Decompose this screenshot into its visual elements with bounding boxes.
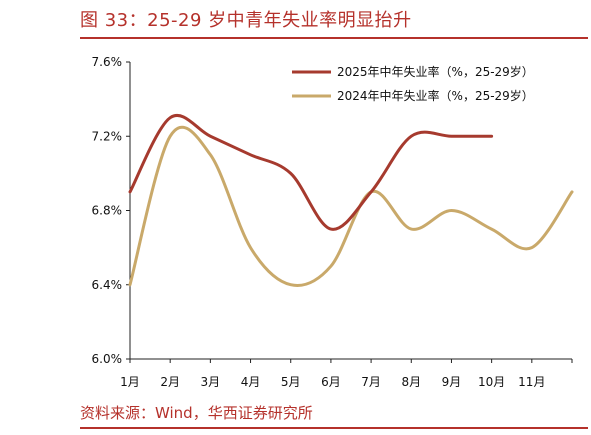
x-tick-label: 5月 <box>281 375 301 389</box>
y-tick-label: 6.8% <box>92 204 123 218</box>
x-tick-label: 1月 <box>120 375 140 389</box>
series-layer <box>128 114 574 287</box>
chart-axes: 6.0% 6.4% 6.8% 7.2% 7.6% 1月 2月 3月 4月 5月 6月 7月 8月 9月 10… <box>92 55 573 389</box>
x-tick-label: 9月 <box>442 375 462 389</box>
y-tick-label: 6.0% <box>92 352 123 366</box>
x-tick-label: 8月 <box>401 375 421 389</box>
x-tick-label: 4月 <box>241 375 261 389</box>
y-tick-label: 6.4% <box>92 278 123 292</box>
series-2025-line <box>128 114 494 231</box>
legend-label: 2024年中年失业率（%，25-29岁） <box>337 88 534 103</box>
x-tick-label: 7月 <box>361 375 381 389</box>
x-tick-label: 10月 <box>478 375 505 389</box>
series-2024-line <box>128 125 574 287</box>
x-tick-label: 2月 <box>160 375 180 389</box>
title-divider <box>80 37 588 39</box>
chart-legend: 2025年中年失业率（%，25-29岁） 2024年中年失业率（%，25-29岁） <box>292 64 534 103</box>
x-tick-label: 3月 <box>201 375 221 389</box>
y-tick-label: 7.6% <box>92 55 123 69</box>
legend-label: 2025年中年失业率（%，25-29岁） <box>337 64 534 79</box>
x-tick-label: 11月 <box>518 375 545 389</box>
y-tick-label: 7.2% <box>92 129 123 143</box>
source-divider <box>80 427 588 429</box>
source-note: 资料来源：Wind，华西证券研究所 <box>80 404 313 422</box>
figure-title: 图 33：25-29 岁中青年失业率明显抬升 <box>80 10 412 31</box>
x-tick-label: 6月 <box>321 375 341 389</box>
